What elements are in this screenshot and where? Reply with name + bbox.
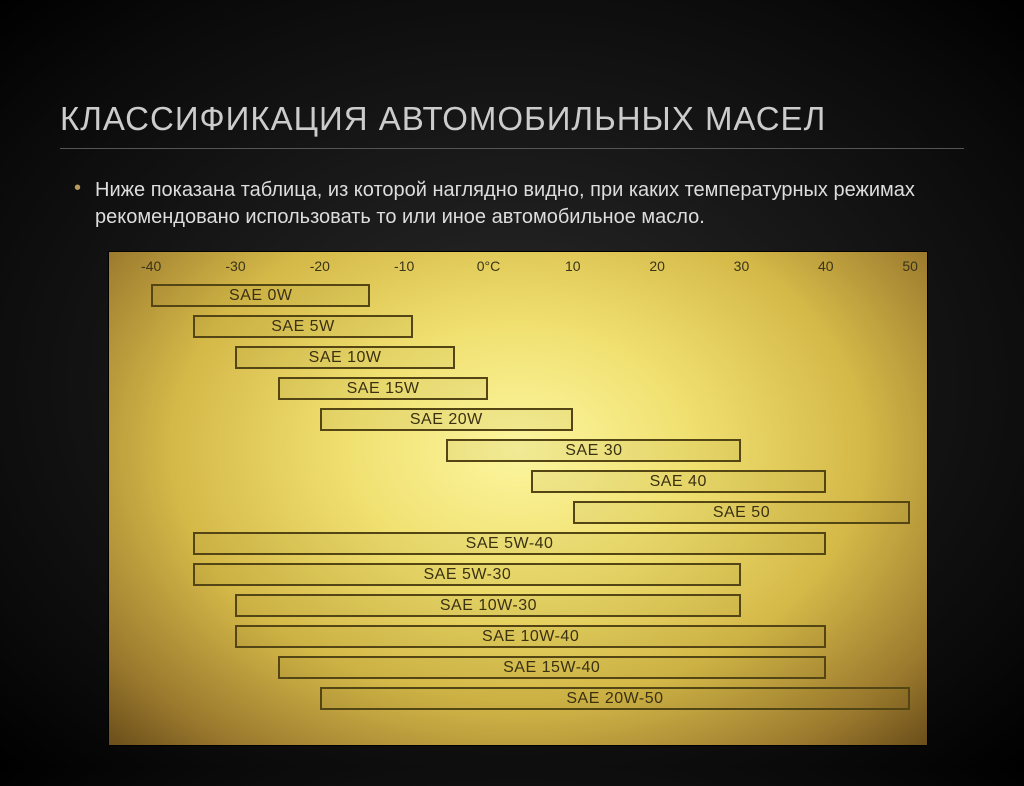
range-bar: SAE 5W-40 <box>193 532 825 555</box>
axis-tick: 30 <box>734 258 750 274</box>
sae-temperature-chart: -40-30-20-100°C1020304050 SAE 0WSAE 5WSA… <box>108 251 928 746</box>
axis-tick: 0°C <box>477 258 501 274</box>
range-bar: SAE 5W <box>193 315 412 338</box>
range-bar: SAE 20W <box>320 408 573 431</box>
range-bar: SAE 30 <box>446 439 741 462</box>
chart-x-axis: -40 -30 -20 -10 0°C 10 20 30 40 50 <box>109 258 927 278</box>
range-bar: SAE 20W-50 <box>320 687 910 710</box>
axis-tick: 10 <box>565 258 581 274</box>
range-bar: SAE 15W <box>278 377 489 400</box>
range-bar: SAE 0W <box>151 284 370 307</box>
chart-bars-area: SAE 0W SAE 5W SAE 10W SAE 15W SAE 20W SAE 30 S… <box>109 284 927 737</box>
axis-tick: 50 <box>902 258 918 274</box>
range-bar: SAE 10W-30 <box>235 594 741 617</box>
range-bar: SAE 40 <box>531 470 826 493</box>
axis-tick: -20 <box>310 258 330 274</box>
range-bar: SAE 5W-30 <box>193 563 741 586</box>
range-bar: SAE 15W-40 <box>278 656 826 679</box>
axis-tick: -30 <box>225 258 245 274</box>
range-bar: SAE 50 <box>573 501 910 524</box>
range-bar: SAE 10W <box>235 346 454 369</box>
axis-tick: -40 <box>141 258 161 274</box>
axis-tick: 20 <box>649 258 665 274</box>
axis-tick: 40 <box>818 258 834 274</box>
range-bar: SAE 10W-40 <box>235 625 825 648</box>
bullet-dot-icon: • <box>74 177 81 231</box>
slide-title: КЛАССИФИКАЦИЯ АВТОМОБИЛЬНЫХ МАСЕЛ <box>60 100 964 149</box>
slide: КЛАССИФИКАЦИЯ АВТОМОБИЛЬНЫХ МАСЕЛ • Ниже… <box>0 0 1024 786</box>
bullet-text: Ниже показана таблица, из которой нагляд… <box>95 177 964 231</box>
bullet-item: • Ниже показана таблица, из которой нагл… <box>60 177 964 231</box>
axis-tick: -10 <box>394 258 414 274</box>
